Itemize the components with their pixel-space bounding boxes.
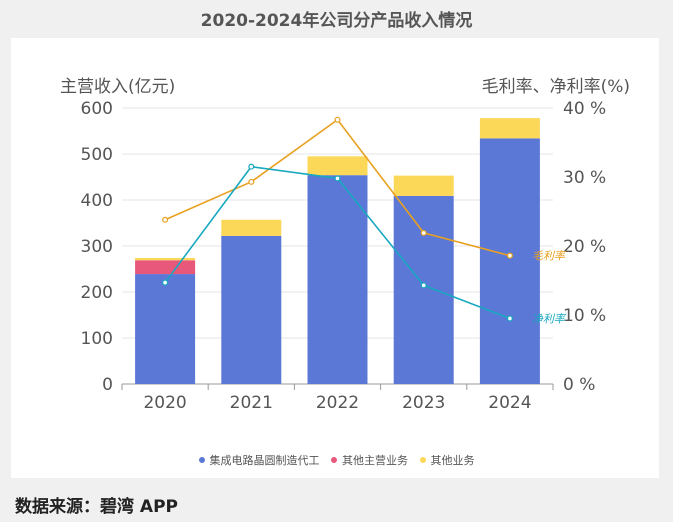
bar-2022-series-0 — [307, 175, 368, 384]
x-tick-label: 2023 — [402, 393, 445, 413]
legend-dot-foundry — [198, 457, 205, 463]
bar-2021-series-0 — [221, 235, 282, 384]
bar-2022-series-2 — [307, 156, 368, 176]
line-point-0-1 — [248, 178, 255, 185]
bar-2020-series-0 — [135, 274, 196, 384]
line-point-0-2 — [334, 116, 341, 123]
legend-item-other-main: 其他主营业务 — [331, 452, 408, 468]
line-point-0-3 — [420, 229, 427, 236]
line-point-0-0 — [162, 216, 169, 223]
y-tick-label: 300 — [81, 237, 113, 257]
y-tick-label: 600 — [81, 99, 113, 119]
legend-dot-other-main — [331, 457, 337, 463]
chart-title: 2020-2024年公司分产品收入情况 — [200, 11, 473, 31]
line-point-1-2 — [334, 175, 341, 182]
line-end-label-0: 毛利率 — [532, 250, 567, 263]
bar-2023-series-0 — [393, 195, 454, 384]
bar-2024-series-2 — [479, 118, 540, 139]
y2-axis-title: 毛利率、净利率(%) — [482, 77, 630, 97]
y2-tick-label: 30 % — [563, 168, 606, 188]
y2-tick-label: 10 % — [563, 306, 606, 326]
bar-2020-series-2 — [135, 257, 196, 261]
y-tick-label: 0 — [102, 375, 113, 395]
y-tick-label: 400 — [81, 191, 113, 211]
legend: 集成电路晶圆制造代工 其他主营业务 其他业务 — [0, 452, 673, 468]
line-point-1-1 — [248, 163, 255, 170]
data-source: 数据来源：碧湾 APP — [15, 497, 178, 517]
y-axis-title: 主营收入(亿元) — [60, 77, 175, 97]
y2-tick-label: 40 % — [563, 99, 606, 119]
x-tick-label: 2020 — [143, 393, 186, 413]
legend-dot-other — [419, 457, 426, 463]
line-point-1-0 — [162, 279, 169, 286]
bar-2020-series-1 — [135, 260, 196, 275]
y2-tick-label: 20 % — [563, 237, 606, 257]
legend-item-foundry: 集成电路晶圆制造代工 — [198, 452, 320, 468]
line-end-label-1: 净利率 — [532, 312, 567, 325]
line-point-1-4 — [506, 315, 513, 322]
y-tick-label: 100 — [81, 329, 113, 349]
bar-2023-series-2 — [393, 175, 454, 196]
y-tick-label: 200 — [81, 283, 113, 303]
y2-tick-label: 0 % — [563, 375, 595, 395]
legend-label-foundry: 集成电路晶圆制造代工 — [209, 454, 320, 467]
x-tick-label: 2021 — [230, 393, 273, 413]
legend-label-other-main: 其他主营业务 — [342, 454, 408, 467]
line-point-0-4 — [506, 252, 513, 259]
line-point-1-3 — [420, 282, 427, 289]
bar-2021-series-2 — [221, 219, 282, 236]
y-tick-label: 500 — [81, 145, 113, 165]
x-tick-label: 2022 — [316, 393, 359, 413]
x-tick-label: 2024 — [488, 393, 531, 413]
legend-label-other: 其他业务 — [430, 454, 475, 467]
bar-2024-series-0 — [479, 138, 540, 384]
legend-item-other: 其他业务 — [419, 452, 475, 468]
